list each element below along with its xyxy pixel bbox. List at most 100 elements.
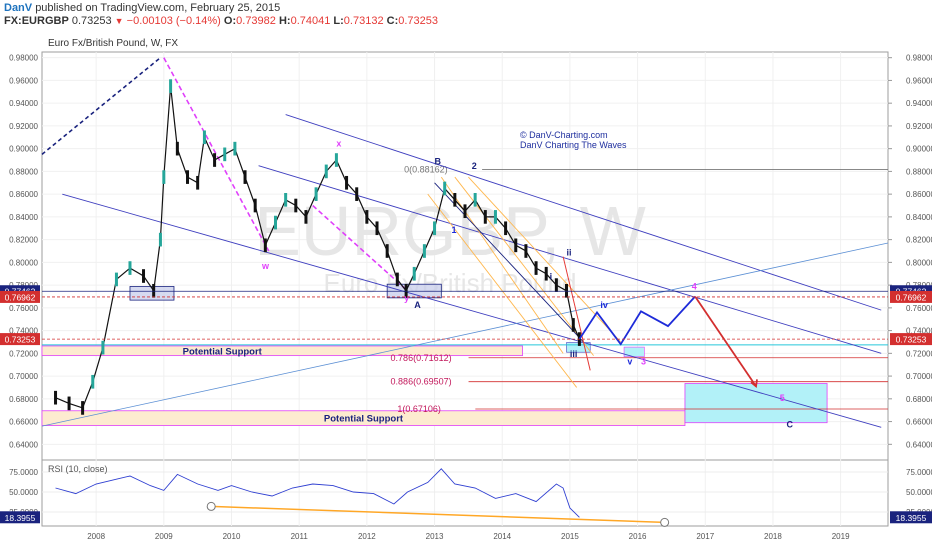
down-triangle-icon: ▼: [114, 16, 124, 26]
y-tick-right: 0.64000: [906, 440, 932, 449]
rsi-anchor-point: [206, 501, 216, 511]
candle: [524, 244, 528, 258]
copyright-line-1: © DanV-Charting.com: [520, 130, 608, 140]
target-zone: [684, 383, 828, 424]
y-tick-right: 0.72000: [906, 349, 932, 358]
y-tick-right: 0.86000: [906, 190, 932, 199]
candle: [253, 198, 257, 213]
high-label: H:: [278, 15, 291, 27]
x-tick-label: 2010: [223, 532, 241, 541]
candle: [196, 175, 200, 190]
fib-label: 0(0.88162): [404, 165, 448, 175]
price-tag-left-text: 0.76962: [5, 292, 36, 302]
chart-title: Euro Fx/British Pound, W, FX: [48, 38, 178, 49]
candle: [186, 170, 190, 184]
orange-channel-2: [454, 176, 594, 356]
dashed-rise: [41, 57, 161, 155]
candle: [365, 210, 369, 224]
channel-upper: [285, 114, 882, 311]
candle: [202, 130, 206, 145]
candle: [91, 374, 95, 389]
price-series-line: [55, 86, 580, 409]
candle: [162, 170, 166, 184]
price-chart[interactable]: EURGBP, W Euro Fx/British Pound Potentia…: [0, 30, 932, 550]
wave-label: 3: [641, 357, 646, 367]
rsi-tick-right: 50.0000: [906, 488, 932, 497]
wave-label: iv: [600, 300, 608, 310]
rsi-tick-left: 75.0000: [9, 468, 38, 477]
candle: [158, 232, 162, 247]
candle: [243, 170, 247, 184]
y-tick-left: 0.90000: [9, 145, 38, 154]
symbol-label[interactable]: FX:EURGBP: [4, 15, 69, 27]
x-tick-label: 2014: [493, 532, 511, 541]
candle: [375, 221, 379, 236]
price-tag-left: [0, 290, 40, 303]
candle: [433, 221, 437, 236]
close-value: 0.73253: [398, 15, 438, 27]
projection-blue: [578, 295, 696, 346]
y-tick-left: 0.94000: [9, 99, 38, 108]
price-change: −0.00103 (−0.14%): [126, 15, 221, 27]
y-tick-right: 0.68000: [906, 395, 932, 404]
y-tick-right: 0.92000: [906, 122, 932, 131]
candle: [345, 175, 349, 190]
y-tick-left: 0.74000: [9, 327, 38, 336]
fib-levels: 0(0.88162) 0.786(0.71612) 0.886(0.69507) 1(…: [391, 165, 888, 414]
y-tick-right: 0.98000: [906, 54, 932, 63]
y-tick-left: 0.86000: [9, 190, 38, 199]
fib-label: 0.886(0.69507): [391, 377, 452, 387]
ohlc-line: FX:EURGBP 0.73253 ▼ −0.00103 (−0.14%) O:…: [4, 15, 438, 27]
candle: [304, 210, 308, 224]
wave-label: v: [627, 357, 632, 367]
rsi-anchor-point: [660, 517, 670, 527]
channel-lower: [62, 193, 882, 428]
price-tags: 0.774620.774620.769620.769620.732530.732…: [0, 285, 932, 346]
x-tick-label: 2009: [155, 532, 173, 541]
long-trendline: [41, 242, 889, 427]
x-tick-label: 2016: [629, 532, 647, 541]
wave-label: A: [414, 300, 421, 310]
candle: [395, 272, 399, 287]
watermark: EURGBP, W Euro Fx/British Pound: [254, 192, 646, 298]
rsi-tag-left-text: 18.3955: [5, 513, 36, 523]
author-link[interactable]: DanV: [4, 2, 33, 14]
wave-label: i: [550, 271, 553, 281]
open-label: O:: [223, 15, 237, 27]
candle: [554, 278, 558, 292]
publish-line: DanV published on TradingView.com, Febru…: [4, 2, 280, 14]
rsi-indicator: 75.000075.000050.000050.000025.000025.00…: [0, 464, 932, 527]
right-y-axis: 0.98000 0.96000 0.94000 0.92000 0.90000 0.880…: [888, 54, 932, 449]
support-zone-label: Potential Support: [183, 346, 263, 357]
x-tick-label: 2012: [358, 532, 376, 541]
support-zone: [41, 345, 523, 357]
candle: [101, 340, 105, 355]
wave-label: 2: [472, 161, 477, 171]
candle: [453, 193, 457, 207]
candle: [142, 269, 146, 283]
rsi-tag-right: [890, 511, 932, 524]
fib-label: 0.786(0.71612): [391, 353, 452, 363]
wave-label: C: [786, 419, 793, 429]
candle: [404, 283, 408, 298]
y-tick-right: 0.70000: [906, 372, 932, 381]
y-tick-left: 0.80000: [9, 258, 38, 267]
candle: [175, 141, 179, 156]
candles: [54, 79, 581, 415]
y-tick-right: 0.76000: [906, 304, 932, 313]
published-text: published on TradingView.com, February 2…: [35, 2, 281, 14]
y-tick-left: 0.68000: [9, 395, 38, 404]
high-value: 0.74041: [290, 15, 331, 27]
open-value: 0.73982: [236, 15, 276, 27]
watermark-symbol: EURGBP, W: [254, 192, 646, 270]
candle: [284, 193, 288, 207]
wave-label: ii: [567, 248, 572, 258]
navy-line: [434, 182, 584, 343]
candle: [169, 79, 173, 93]
candle: [483, 210, 487, 224]
last-price: 0.73253: [71, 15, 112, 27]
candle: [67, 396, 71, 411]
wxy-dash-w: [163, 57, 270, 252]
price-tag-right: [890, 333, 932, 346]
